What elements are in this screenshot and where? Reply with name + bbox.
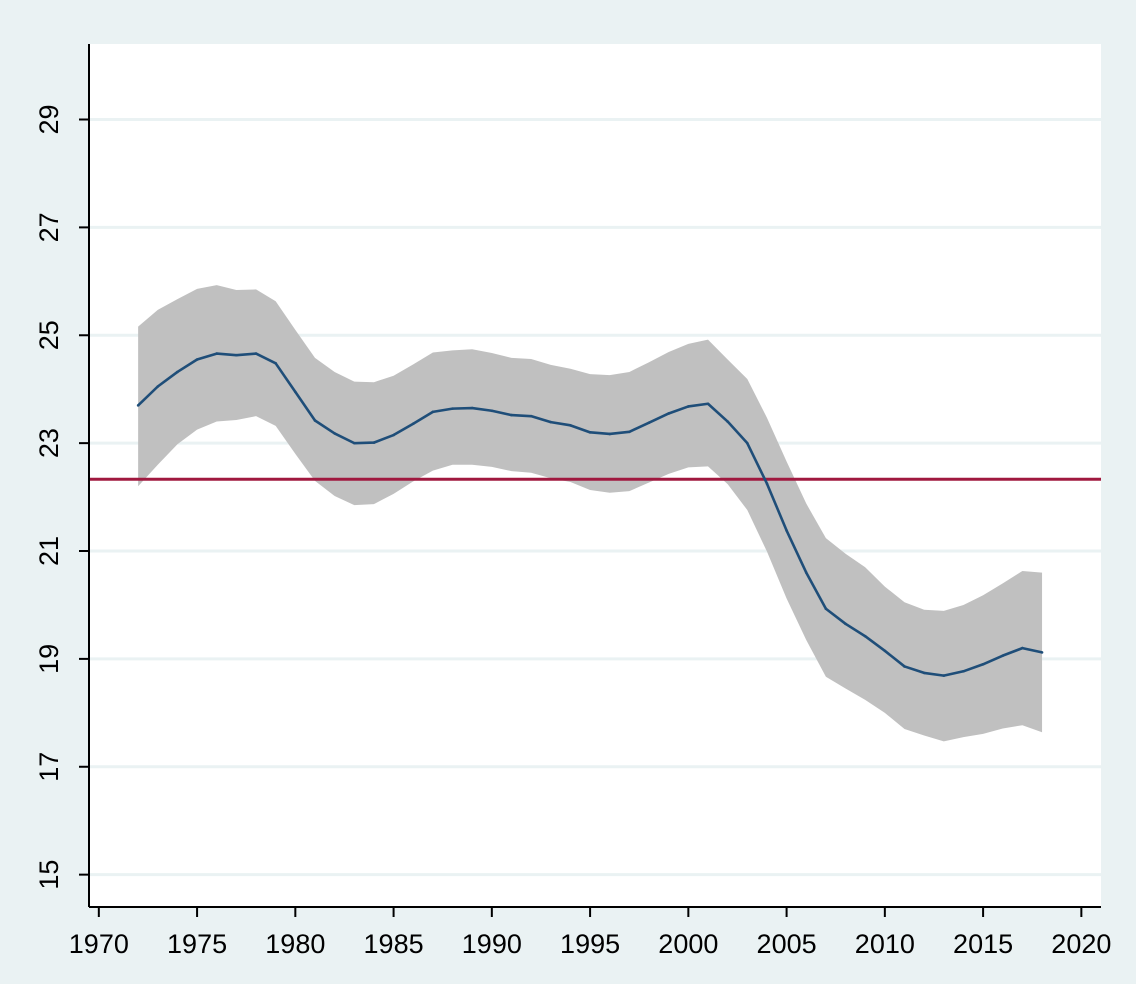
x-tick-label: 2005 xyxy=(757,929,817,959)
y-tick-label: 15 xyxy=(34,860,64,890)
data-point-2007 xyxy=(824,607,828,611)
x-tick-label: 1970 xyxy=(69,929,129,959)
confidence-band xyxy=(138,285,1043,742)
data-point-2011 xyxy=(903,665,906,668)
data-point-2003 xyxy=(745,441,749,445)
data-point-2017 xyxy=(1021,646,1024,650)
data-point-1998 xyxy=(647,421,651,424)
data-point-2016 xyxy=(1001,654,1005,657)
y-axis-ticks: 15 17 19 21 23 25 27 29 xyxy=(34,104,89,890)
x-tick-label: 2010 xyxy=(855,929,915,959)
x-axis-ticks: 1970 1975 1980 1985 1990 1995 2000 2005 2010 2015… xyxy=(69,907,1111,959)
x-tick-label: 2015 xyxy=(953,929,1013,959)
x-tick-label: 1975 xyxy=(167,929,227,959)
data-point-1981 xyxy=(313,419,317,422)
y-tick-label: 21 xyxy=(34,536,64,566)
data-point-1973 xyxy=(156,385,160,388)
data-point-1975 xyxy=(195,358,199,361)
data-point-2006 xyxy=(804,571,808,574)
data-point-1997 xyxy=(628,430,631,434)
y-tick-label: 19 xyxy=(34,644,64,674)
data-point-1977 xyxy=(235,353,238,357)
y-tick-label: 29 xyxy=(34,104,64,134)
data-point-2018 xyxy=(1040,651,1044,654)
x-tick-label: 2000 xyxy=(658,929,718,959)
data-point-2009 xyxy=(863,634,867,638)
data-point-2002 xyxy=(726,420,729,423)
data-point-1987 xyxy=(431,410,435,414)
data-point-2013 xyxy=(942,674,946,677)
data-point-1974 xyxy=(176,370,179,374)
x-tick-label: 1980 xyxy=(265,929,325,959)
data-point-1978 xyxy=(254,352,258,355)
data-point-1983 xyxy=(352,441,356,445)
y-tick-label: 27 xyxy=(34,212,64,242)
data-point-1995 xyxy=(588,431,592,434)
data-point-1985 xyxy=(392,433,395,437)
data-point-1992 xyxy=(529,414,533,418)
data-point-1990 xyxy=(490,409,494,413)
data-point-2014 xyxy=(962,669,965,673)
x-tick-label: 2020 xyxy=(1051,929,1111,959)
series-points xyxy=(136,352,1044,677)
y-tick-label: 25 xyxy=(34,320,64,350)
y-tick-label: 17 xyxy=(34,752,64,782)
data-point-1999 xyxy=(667,412,670,415)
data-point-1979 xyxy=(274,362,277,365)
data-point-1994 xyxy=(569,424,572,427)
x-tick-label: 1990 xyxy=(462,929,522,959)
data-point-1972 xyxy=(136,404,140,407)
data-point-1996 xyxy=(608,432,612,436)
data-point-2012 xyxy=(922,671,926,675)
data-point-1991 xyxy=(510,413,513,417)
data-point-1976 xyxy=(215,352,219,355)
data-point-1980 xyxy=(294,390,297,394)
x-tick-label: 1995 xyxy=(560,929,620,959)
data-point-1982 xyxy=(333,432,336,435)
data-point-2008 xyxy=(844,622,847,626)
data-point-1986 xyxy=(411,422,415,426)
data-point-2005 xyxy=(785,529,788,532)
data-point-1988 xyxy=(451,407,454,410)
data-point-2015 xyxy=(981,662,985,666)
gridlines xyxy=(89,118,1101,877)
data-point-2004 xyxy=(765,482,769,485)
data-point-2001 xyxy=(706,402,710,406)
data-point-1989 xyxy=(470,406,474,410)
data-point-1993 xyxy=(549,420,553,424)
data-point-1984 xyxy=(372,441,376,444)
data-point-2000 xyxy=(687,405,690,408)
data-point-2010 xyxy=(883,649,887,653)
y-tick-label: 23 xyxy=(34,428,64,458)
x-tick-label: 1985 xyxy=(364,929,424,959)
